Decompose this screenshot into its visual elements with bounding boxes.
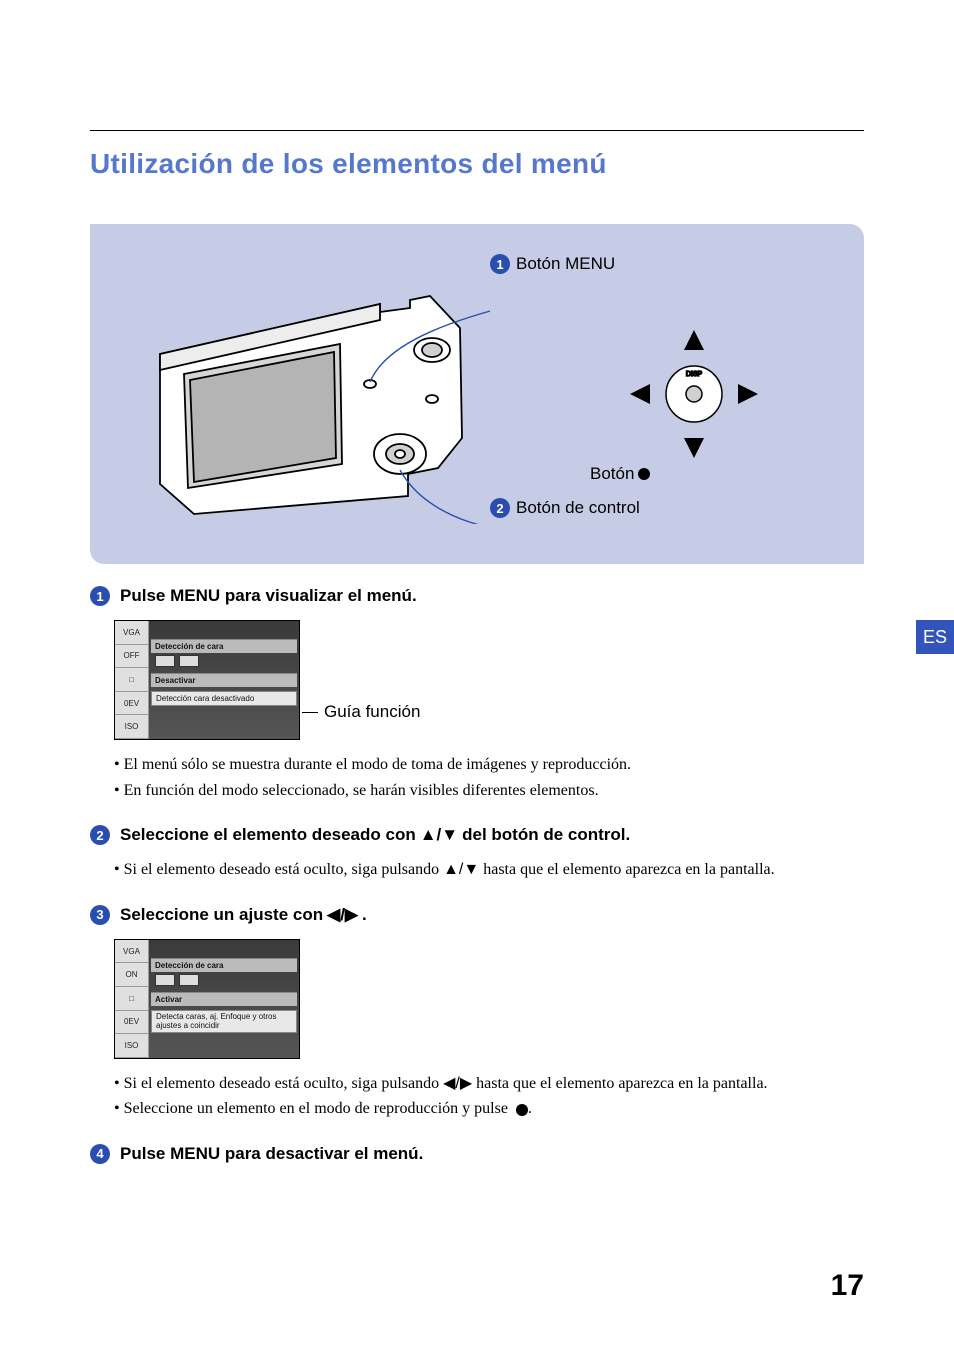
- step-1-heading-text: Pulse MENU para visualizar el menú.: [120, 586, 417, 606]
- lcd-side-item: ISO: [115, 1034, 148, 1058]
- arrows-left-right: ◀/▶: [443, 1075, 472, 1092]
- step-3-text-before: Seleccione un ajuste con: [120, 905, 323, 925]
- center-button-prefix: Botón: [590, 464, 634, 484]
- center-button-glyph: [516, 1104, 528, 1116]
- svg-text:DISP: DISP: [686, 371, 703, 378]
- step-1: 1 Pulse MENU para visualizar el menú. VG…: [90, 586, 864, 803]
- lcd-side-item: 0EV: [115, 1011, 148, 1035]
- lcd-sidebar: VGA OFF □ 0EV ISO: [115, 621, 149, 739]
- step-2-bullets: Si el elemento deseado está oculto, siga…: [114, 857, 864, 883]
- lcd-side-item: VGA: [115, 940, 148, 964]
- callout-1: 1 Botón MENU: [490, 254, 615, 274]
- center-button-glyph: [638, 468, 650, 480]
- lcd-banner: Detección de cara: [151, 639, 297, 653]
- lcd-side-item: □: [115, 987, 148, 1011]
- callout-2-text: Botón de control: [516, 498, 640, 518]
- lcd-icons: [151, 972, 203, 990]
- step-4-heading-text: Pulse MENU para desactivar el menú.: [120, 1144, 423, 1164]
- lcd-guide: Detección cara desactivado: [151, 691, 297, 706]
- bullet-text: Si el elemento deseado está oculto, siga…: [114, 1071, 864, 1097]
- bullet-after: hasta que el elemento aparezca en la pan…: [479, 861, 774, 878]
- language-tab: ES: [916, 620, 954, 654]
- bullet-before: Si el elemento deseado está oculto, siga…: [124, 1075, 443, 1092]
- arrows-up-down: ▲/▼: [443, 861, 479, 878]
- lcd-side-item: ON: [115, 963, 148, 987]
- lcd-sidebar: VGA ON □ 0EV ISO: [115, 940, 149, 1058]
- page-number: 17: [831, 1269, 864, 1303]
- step-4-number: 4: [90, 1144, 110, 1164]
- top-rule: [90, 130, 864, 131]
- lcd-side-item: VGA: [115, 621, 148, 645]
- step-1-heading: 1 Pulse MENU para visualizar el menú.: [90, 586, 864, 606]
- bullet-before: Seleccione un elemento en el modo de rep…: [124, 1100, 512, 1117]
- camera-illustration: [130, 264, 490, 524]
- callout-1-text: Botón MENU: [516, 254, 615, 274]
- step-1-bullets: El menú sólo se muestra durante el modo …: [114, 752, 864, 803]
- step-2-number: 2: [90, 825, 110, 845]
- bullet-after: hasta que el elemento aparezca en la pan…: [472, 1075, 767, 1092]
- bullet-text: Seleccione un elemento en el modo de rep…: [114, 1096, 864, 1122]
- arrows-left-right: ◀/▶: [327, 905, 358, 925]
- lcd-status: Activar: [151, 992, 297, 1006]
- step-3-bullets: Si el elemento deseado está oculto, siga…: [114, 1071, 864, 1122]
- guia-leader: [302, 712, 318, 713]
- lcd-icons: [151, 653, 203, 671]
- step-3-number: 3: [90, 905, 110, 925]
- callout-2: 2 Botón de control: [490, 498, 640, 518]
- step-4: 4 Pulse MENU para desactivar el menú.: [90, 1144, 864, 1164]
- callout-2-number: 2: [490, 498, 510, 518]
- lcd-side-item: OFF: [115, 645, 148, 669]
- callout-1-number: 1: [490, 254, 510, 274]
- step-3-heading: 3 Seleccione un ajuste con ◀/▶.: [90, 905, 864, 925]
- camera-diagram: 1 Botón MENU DISP Botón 2 Botón de contr…: [90, 224, 864, 564]
- lcd-status: Desactivar: [151, 673, 297, 687]
- dpad-illustration: DISP: [624, 324, 764, 464]
- lcd-side-item: ISO: [115, 715, 148, 739]
- bullet-text: El menú sólo se muestra durante el modo …: [114, 752, 864, 778]
- arrows-up-down: ▲/▼: [420, 825, 458, 845]
- lcd-banner: Detección de cara: [151, 958, 297, 972]
- step-2-text-before: Seleccione el elemento deseado con: [120, 825, 416, 845]
- center-button-label: Botón: [590, 464, 650, 484]
- bullet-after: .: [528, 1100, 532, 1117]
- step-3-text-after: .: [362, 905, 367, 925]
- step-2-heading: 2 Seleccione el elemento deseado con ▲/▼…: [90, 825, 864, 845]
- page-title: Utilización de los elementos del menú: [90, 148, 864, 180]
- lcd-screenshot-2: VGA ON □ 0EV ISO Detección de cara Activ…: [114, 939, 300, 1059]
- step-2-text-after: del botón de control.: [462, 825, 630, 845]
- bullet-text: En función del modo seleccionado, se har…: [114, 778, 864, 804]
- lcd-side-item: □: [115, 668, 148, 692]
- bullet-before: Si el elemento deseado está oculto, siga…: [124, 861, 443, 878]
- step-1-number: 1: [90, 586, 110, 606]
- bullet-text: Si el elemento deseado está oculto, siga…: [114, 857, 864, 883]
- step-3: 3 Seleccione un ajuste con ◀/▶. VGA ON □…: [90, 905, 864, 1122]
- step-4-heading: 4 Pulse MENU para desactivar el menú.: [90, 1144, 864, 1164]
- step-2: 2 Seleccione el elemento deseado con ▲/▼…: [90, 825, 864, 883]
- guia-label: Guía función: [324, 702, 420, 722]
- lcd-screenshot-1: VGA OFF □ 0EV ISO Detección de cara Desa…: [114, 620, 300, 740]
- lcd-guide: Detecta caras, aj. Enfoque y otros ajust…: [151, 1010, 297, 1034]
- lcd-side-item: 0EV: [115, 692, 148, 716]
